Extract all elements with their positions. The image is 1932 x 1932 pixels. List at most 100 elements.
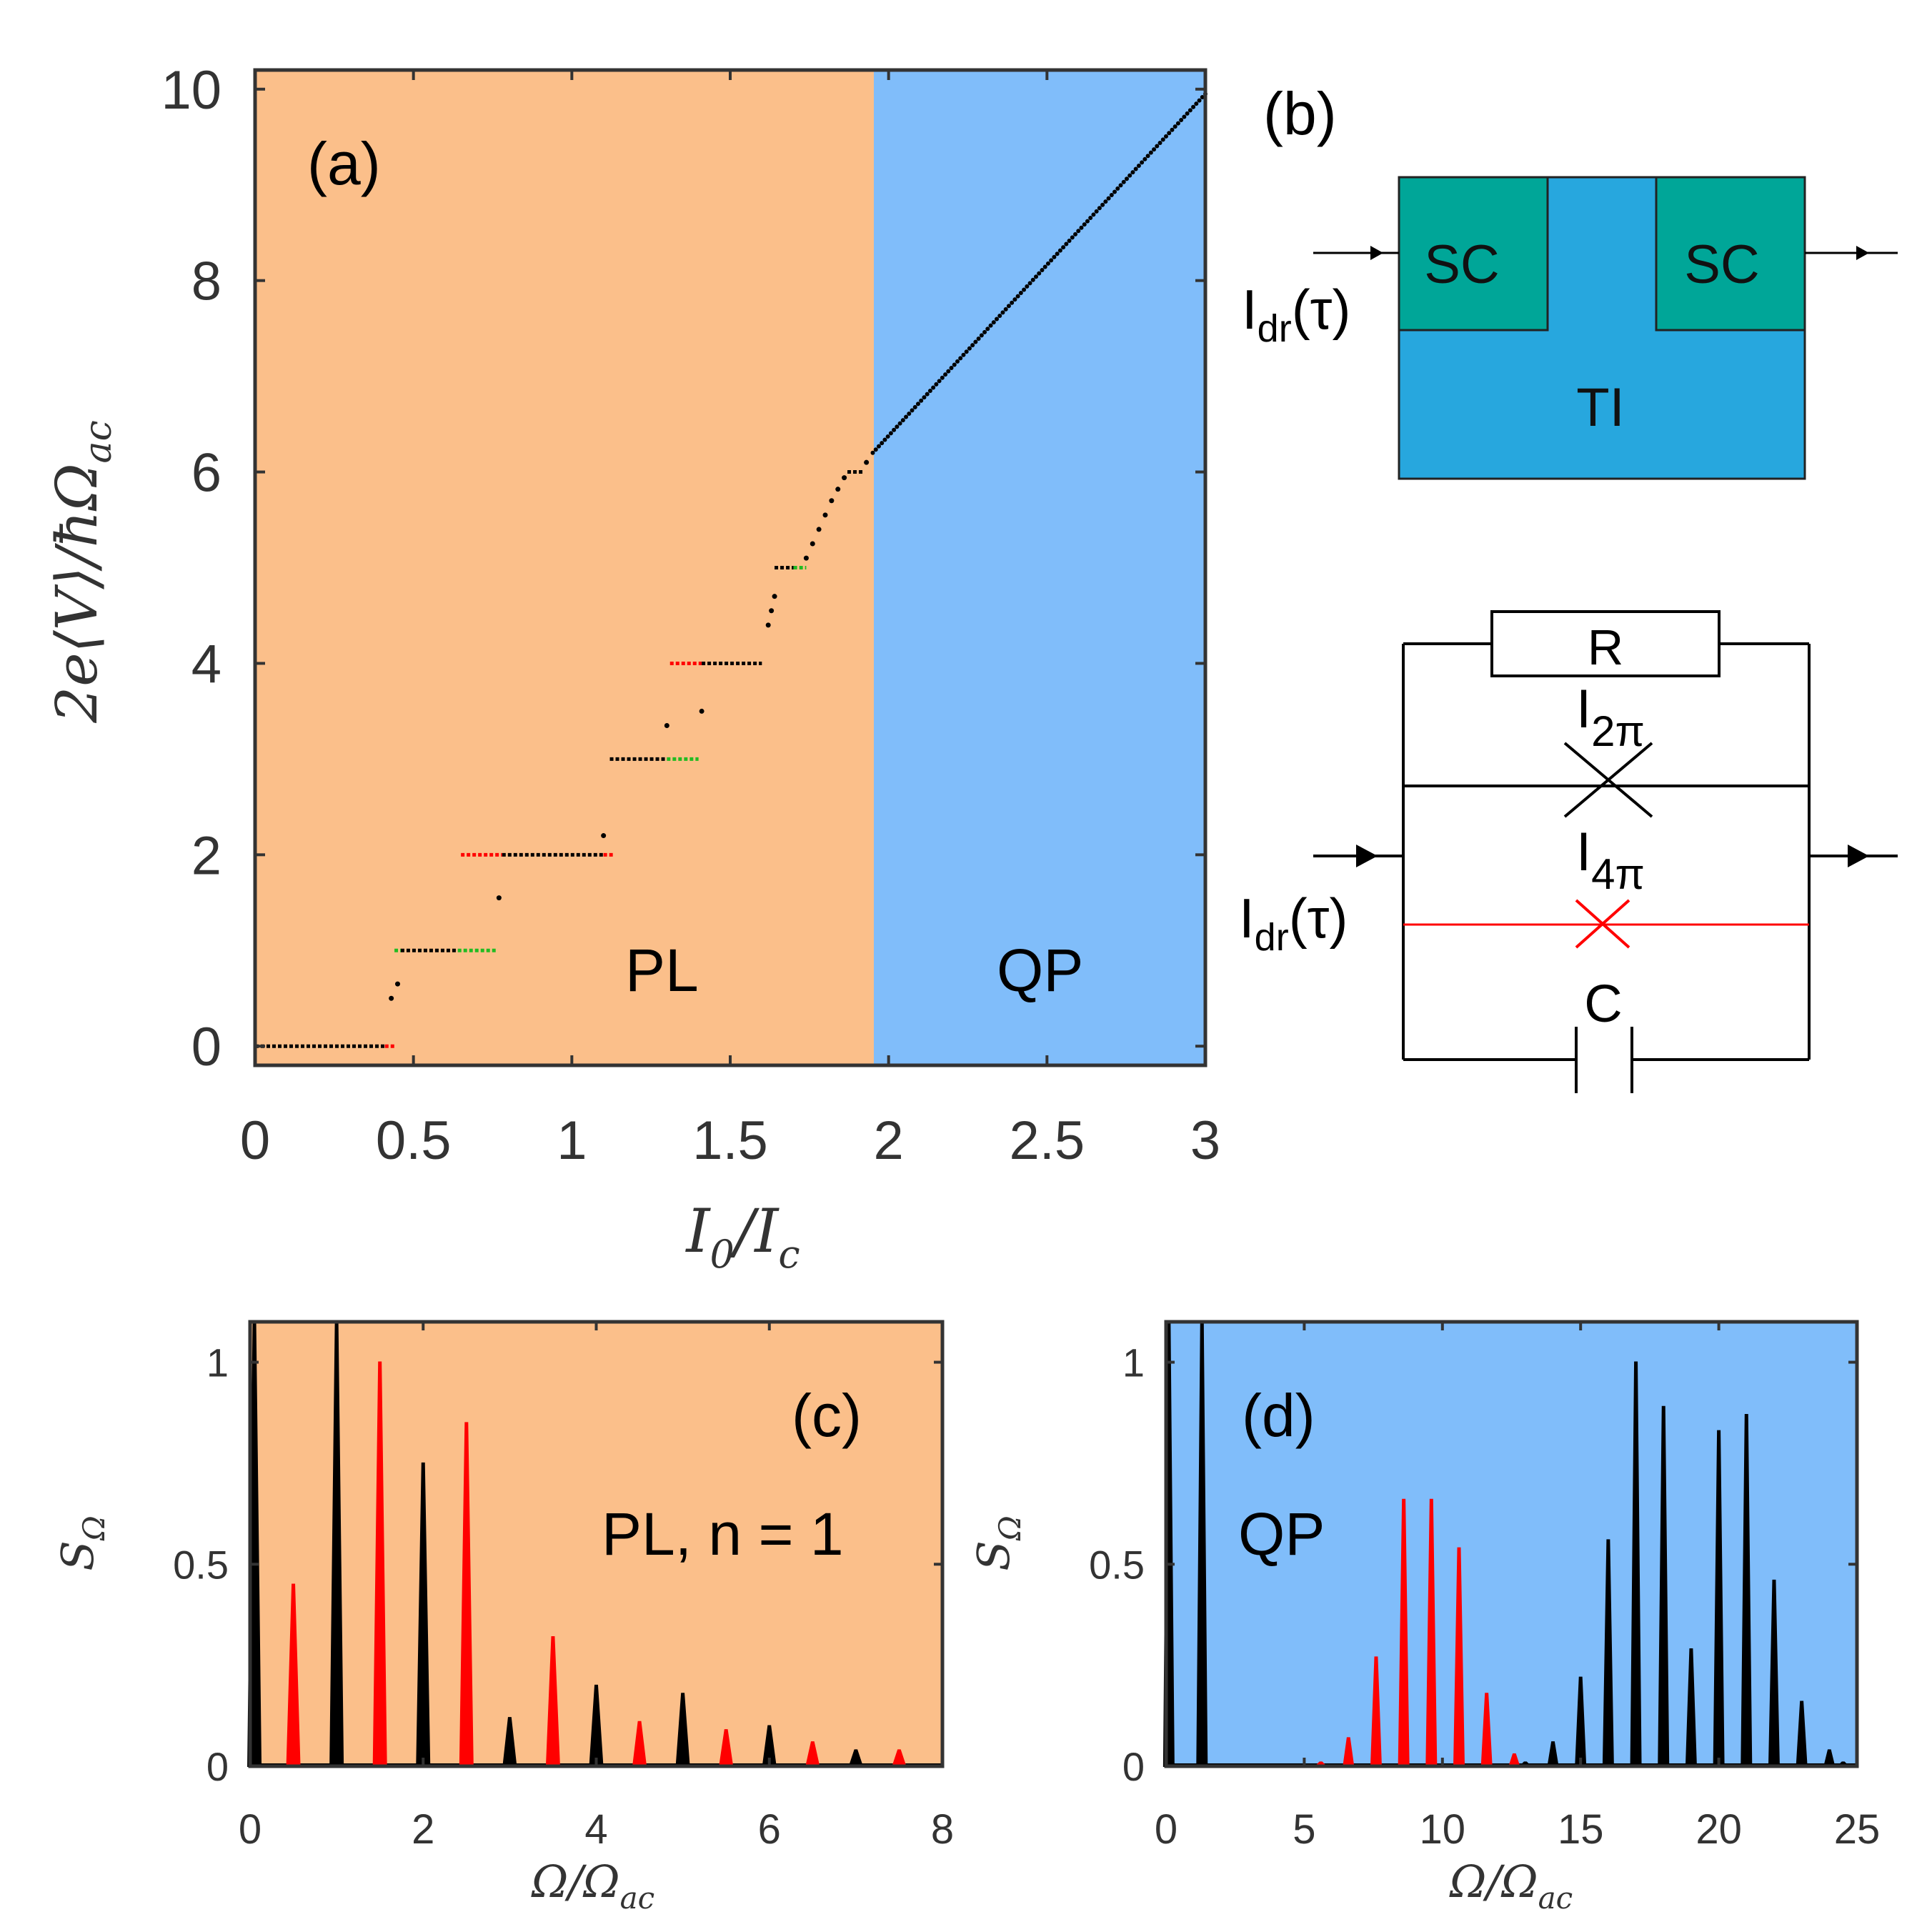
qp-point: [1057, 248, 1062, 253]
qp-point: [885, 434, 890, 439]
qp-point: [1022, 287, 1027, 292]
device-arrow-out: [1856, 246, 1869, 260]
qp-point: [1106, 196, 1111, 201]
qp-point: [880, 441, 885, 446]
x-tick-label: 2: [412, 1806, 434, 1853]
qp-point: [1103, 199, 1108, 204]
qp-point: [1112, 189, 1117, 194]
qp-point: [1067, 238, 1072, 243]
panel-d-xlabel: Ω/Ωac: [1449, 1856, 1573, 1916]
x-tick-label: 8: [931, 1806, 954, 1853]
qp-point: [904, 414, 909, 419]
y-tick-label: 2: [191, 825, 221, 886]
qp-point: [919, 398, 924, 403]
qp-point: [900, 418, 905, 423]
qp-point: [1052, 254, 1057, 259]
device-arrow-in: [1370, 246, 1383, 260]
qp-point: [1037, 271, 1042, 276]
circuit-drive-label: Idr(τ): [1239, 887, 1348, 959]
qp-point: [1175, 121, 1180, 126]
qp-point: [995, 317, 1000, 322]
panel-a-ticks: [254, 70, 1207, 1065]
qp-point: [1121, 179, 1126, 184]
qp-point: [1130, 170, 1135, 175]
x-tick-label: 0.5: [376, 1110, 452, 1171]
qp-point: [1148, 150, 1153, 155]
junction-2pi-cross-b: [1563, 742, 1653, 818]
qp-point: [1003, 307, 1008, 312]
qp-point: [1073, 231, 1078, 236]
qp-point: [973, 339, 978, 344]
qp-point: [967, 346, 972, 351]
junction-4pi-cross-b: [1575, 899, 1630, 949]
y-tick-label: 8: [191, 252, 221, 312]
qp-point: [1160, 137, 1165, 142]
qp-point: [997, 313, 1002, 318]
circuit-arrow-in: [1356, 845, 1378, 867]
y-tick-label: 0: [206, 1744, 229, 1789]
panel-a-ylabel: 2e⟨V⟩/ħΩac: [44, 420, 120, 723]
qp-point: [934, 382, 939, 387]
qp-point: [870, 450, 875, 455]
qp-point: [1034, 274, 1039, 279]
transition-point: [864, 459, 870, 465]
qp-point: [1179, 118, 1184, 123]
x-tick-label: 20: [1696, 1806, 1742, 1853]
qp-point: [882, 437, 887, 442]
x-tick-label: 1.5: [692, 1110, 768, 1171]
qp-point: [1082, 222, 1087, 227]
resistor: [1490, 610, 1721, 677]
qp-point: [1157, 140, 1162, 145]
sc-right-label: SC: [1684, 234, 1760, 295]
qp-point: [892, 427, 897, 432]
qp-point: [897, 421, 902, 426]
qp-point: [1076, 229, 1081, 234]
qp-point: [1091, 212, 1096, 217]
junction-4pi-label: I4π: [1576, 822, 1645, 898]
resistor-label: R: [1588, 619, 1624, 675]
qp-point: [949, 366, 954, 371]
qp-point: [988, 323, 993, 328]
qp-point: [970, 343, 975, 348]
panel-a-label: (a): [307, 130, 381, 197]
transition-point: [601, 833, 607, 839]
ti-label: TI: [1576, 377, 1625, 438]
qp-point: [1045, 261, 1050, 266]
qp-point: [1172, 124, 1177, 129]
qp-point: [876, 444, 881, 449]
qp-point: [1194, 101, 1199, 106]
transition-point: [664, 723, 669, 729]
x-tick-label: 5: [1293, 1806, 1315, 1853]
qp-point: [1163, 134, 1168, 139]
qp-point: [1079, 225, 1084, 230]
transition-point: [803, 555, 809, 561]
qp-point: [952, 362, 957, 367]
qp-point: [1200, 95, 1205, 100]
circuit: R I2π Idr(τ) I4π C: [1239, 610, 1898, 1093]
panel-a-xlabel: I0/Ic: [684, 1196, 800, 1277]
x-tick-label: 25: [1834, 1806, 1881, 1853]
panel-c-subtitle: PL, n = 1: [602, 1500, 844, 1568]
qp-point: [1187, 108, 1192, 113]
sc-left-block: [1398, 176, 1549, 332]
qp-point: [925, 392, 930, 397]
panel-c: 0 2 4 6 8 0 0.5 1 (c) PL, n = 1 Ω/Ωac SΩ: [51, 1320, 954, 1916]
sc-right-block: [1655, 176, 1806, 332]
qp-point: [961, 352, 966, 357]
transition-point: [842, 475, 847, 481]
qp-point: [1109, 193, 1114, 198]
qp-point: [1030, 277, 1035, 282]
qp-point: [1133, 166, 1138, 171]
qp-point: [1000, 310, 1005, 315]
x-tick-label: 6: [758, 1806, 781, 1853]
qp-point: [982, 329, 987, 334]
panel-c-tick-labels: 0 2 4 6 8 0 0.5 1: [173, 1340, 954, 1853]
qp-point: [958, 356, 963, 361]
y-tick-label: 1: [206, 1340, 229, 1385]
y-tick-label: 4: [191, 634, 221, 694]
qp-point: [927, 389, 932, 394]
qp-point: [943, 372, 948, 377]
transition-point: [772, 594, 777, 599]
sc-left-label: SC: [1424, 234, 1500, 295]
